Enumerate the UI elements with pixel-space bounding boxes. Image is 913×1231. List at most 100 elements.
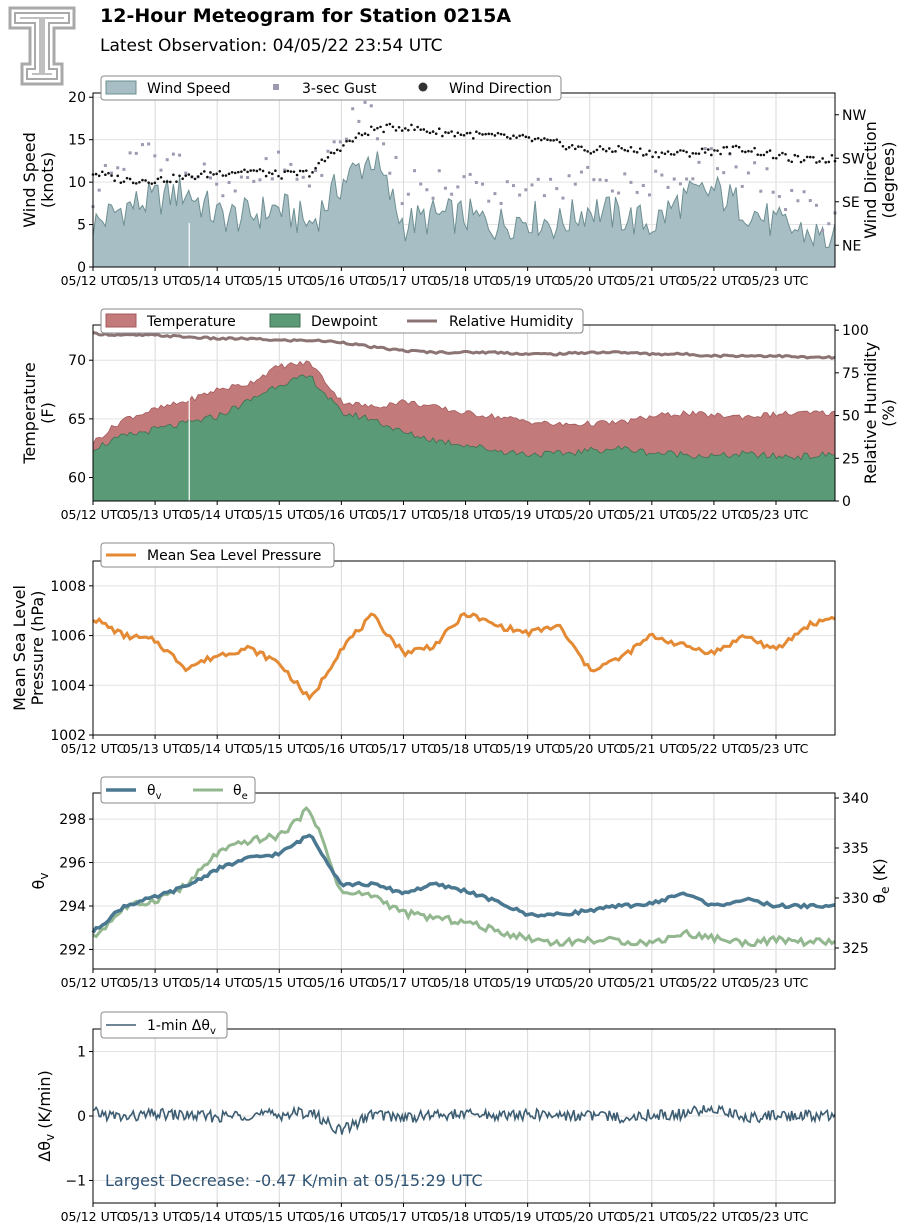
wind-direction-point bbox=[305, 169, 308, 172]
y-tick-label: 10 bbox=[68, 175, 86, 191]
university-logo-icon bbox=[8, 6, 76, 86]
gust-point bbox=[165, 158, 169, 162]
gust-point bbox=[252, 179, 256, 183]
wind-direction-point bbox=[750, 150, 753, 153]
gust-point bbox=[561, 196, 565, 200]
wind-direction-point bbox=[264, 174, 268, 178]
gust-point bbox=[419, 182, 423, 186]
y-tick-label: −1 bbox=[65, 1173, 86, 1189]
gust-point bbox=[641, 183, 645, 187]
gust-point bbox=[678, 182, 682, 186]
wind-direction-point bbox=[277, 174, 280, 178]
gust-point bbox=[536, 177, 540, 181]
legend-swatch-temperature bbox=[105, 313, 137, 328]
wind-direction-point bbox=[679, 149, 682, 152]
y2-tick-label: NE bbox=[842, 238, 861, 254]
gust-point bbox=[307, 184, 311, 188]
gust-point bbox=[153, 154, 157, 158]
wind-direction-point bbox=[756, 153, 760, 156]
legend-label: 1-min Δθv bbox=[147, 1018, 216, 1037]
wind-direction-point bbox=[778, 153, 781, 157]
gust-point bbox=[814, 203, 818, 207]
x-tick-label: 05/15 UTC bbox=[247, 273, 312, 288]
wind-direction-point bbox=[138, 180, 141, 184]
wind-direction-point bbox=[468, 131, 472, 135]
gust-point bbox=[746, 171, 750, 175]
wind-direction-point bbox=[255, 169, 259, 173]
x-tick-label: 05/14 UTC bbox=[185, 1209, 250, 1224]
gust-point bbox=[227, 181, 231, 185]
wind-direction-point bbox=[539, 138, 543, 142]
wind-direction-point bbox=[669, 152, 673, 156]
wind-direction-point bbox=[181, 177, 184, 181]
wind-direction-point bbox=[237, 170, 240, 174]
gust-point bbox=[660, 173, 664, 177]
gust-point bbox=[295, 177, 299, 181]
wind-direction-point bbox=[496, 131, 500, 135]
gust-point bbox=[753, 161, 757, 165]
wind-direction-point bbox=[536, 136, 540, 140]
wind-direction-point bbox=[601, 147, 605, 151]
wind-direction-point bbox=[172, 173, 175, 177]
wind-direction-point bbox=[317, 161, 320, 165]
gust-point bbox=[178, 153, 182, 157]
gust-point bbox=[821, 228, 825, 232]
gust-point bbox=[468, 172, 472, 176]
legend-box bbox=[100, 308, 584, 334]
wind-direction-point bbox=[481, 133, 484, 136]
y-axis-label: Mean Sea LevelPressure (hPa) bbox=[10, 585, 47, 711]
gust-point bbox=[202, 162, 206, 166]
wind-direction-point bbox=[765, 150, 769, 154]
gust-point bbox=[511, 184, 515, 188]
wind-direction-point bbox=[691, 151, 695, 155]
gust-point bbox=[128, 151, 132, 155]
x-tick-label: 05/17 UTC bbox=[371, 741, 436, 756]
gust-point bbox=[97, 188, 101, 192]
y2-tick-label: SW bbox=[842, 151, 865, 167]
wind-direction-point bbox=[490, 132, 494, 136]
wind-direction-point bbox=[676, 150, 679, 154]
wind-direction-point bbox=[286, 169, 290, 173]
wind-direction-point bbox=[648, 149, 651, 153]
gust-point bbox=[759, 189, 763, 193]
x-tick-label: 05/21 UTC bbox=[619, 1209, 684, 1224]
wind-direction-point bbox=[487, 132, 491, 136]
wind-direction-point bbox=[311, 171, 314, 174]
wind-direction-point bbox=[97, 174, 101, 178]
wind-direction-point bbox=[759, 153, 763, 157]
gust-point bbox=[431, 196, 435, 200]
wind-direction-point bbox=[175, 180, 178, 183]
gust-point bbox=[450, 192, 454, 196]
wind-direction-point bbox=[221, 174, 225, 177]
wind-direction-point bbox=[159, 176, 163, 179]
gust-point bbox=[722, 171, 726, 175]
gust-point bbox=[258, 178, 262, 182]
wind-direction-point bbox=[369, 125, 373, 129]
gust-point bbox=[122, 167, 126, 171]
gust-point bbox=[499, 201, 503, 205]
legend-box bbox=[100, 542, 335, 568]
x-tick-label: 05/20 UTC bbox=[557, 1209, 622, 1224]
y2-tick-label: SE bbox=[842, 195, 860, 211]
wind-direction-point bbox=[694, 152, 698, 155]
gust-point bbox=[406, 192, 410, 196]
wind-direction-point bbox=[104, 173, 107, 177]
gust-point bbox=[184, 171, 188, 175]
y-tick-label: 1002 bbox=[50, 728, 86, 744]
wind-direction-point bbox=[450, 130, 453, 133]
gust-point bbox=[375, 137, 379, 141]
x-tick-label: 05/16 UTC bbox=[309, 741, 374, 756]
gust-point bbox=[691, 177, 695, 181]
page-title: 12-Hour Meteogram for Station 0215A bbox=[100, 5, 512, 27]
wind-direction-point bbox=[113, 179, 116, 183]
y2-tick-label: NW bbox=[842, 108, 866, 124]
x-tick-label: 05/18 UTC bbox=[433, 1209, 498, 1224]
gust-point bbox=[802, 190, 806, 194]
gust-point bbox=[270, 177, 274, 181]
wind-direction-point bbox=[456, 131, 460, 135]
wind-direction-point bbox=[218, 169, 222, 173]
wind-direction-point bbox=[744, 150, 747, 154]
y-tick-label: 60 bbox=[68, 471, 86, 487]
wind-direction-point bbox=[583, 148, 586, 152]
